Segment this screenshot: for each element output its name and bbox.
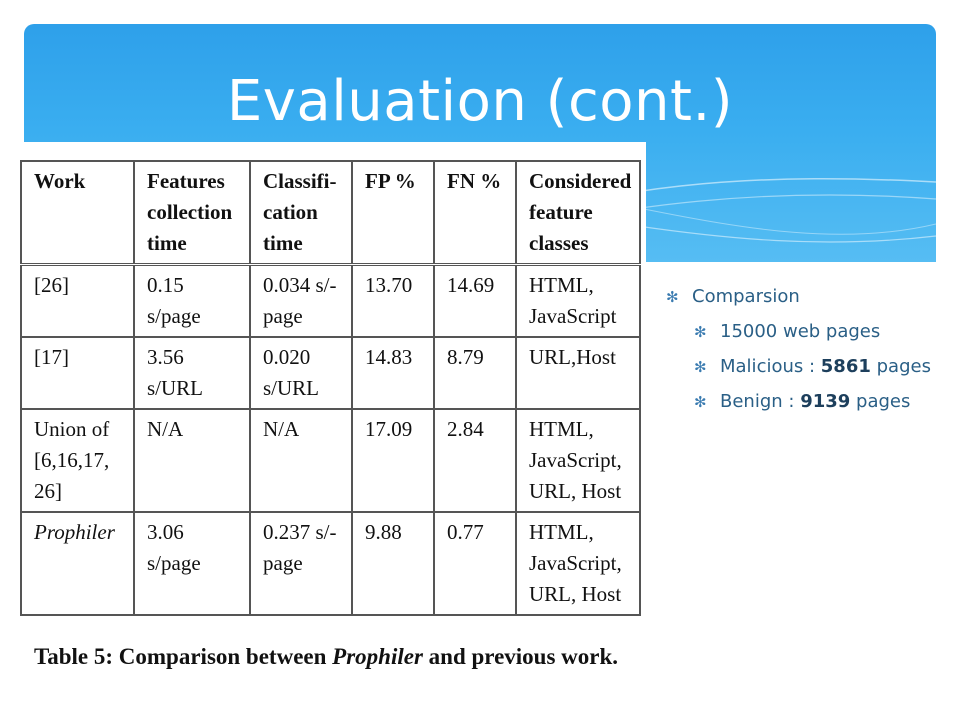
cell-fp: 14.83 [351,336,435,410]
star-bullet-icon: ✻ [694,358,707,376]
cell-fn: 2.84 [433,408,517,513]
cell-work: [26] [20,263,135,338]
table-row: [17] 3.56 s/URL 0.020 s/URL 14.83 8.79 URL… [20,336,641,410]
bullet-web-pages: ✻ 15000 web pages [666,319,931,354]
table-header-row: Work Features collection time Classifi-cat… [20,160,641,266]
cell-features: 0.15 s/page [133,263,251,338]
bullet-label: Malicious : [720,356,821,377]
cell-classification: 0.020 s/URL [249,336,353,410]
header-fn: FN % [433,160,517,266]
header-features-time: Features collection time [133,160,251,266]
cell-classes: HTML, JavaScript [515,263,641,338]
cell-fn: 0.77 [433,511,517,616]
header-feature-classes: Considered feature classes [515,160,641,266]
cell-features: N/A [133,408,251,513]
table-row: [26] 0.15 s/page 0.034 s/- page 13.70 14.6… [20,263,641,338]
cell-work: [17] [20,336,135,410]
star-bullet-icon: ✻ [694,393,707,411]
cell-fp: 13.70 [351,263,435,338]
bullet-list: ✻ Comparsion ✻ 15000 web pages ✻ Malicio… [666,284,931,424]
cell-classification: N/A [249,408,353,513]
cell-work: Prophiler [20,511,135,616]
bullet-malicious: ✻ Malicious : 5861 pages [666,354,931,389]
cell-fn: 8.79 [433,336,517,410]
table-row: Union of [6,16,17, 26] N/A N/A 17.09 2.84 … [20,408,641,513]
cell-classes: HTML, JavaScript, URL, Host [515,511,641,616]
bullet-label: 15000 web pages [720,321,881,342]
cell-classes: HTML, JavaScript, URL, Host [515,408,641,513]
cell-fp: 9.88 [351,511,435,616]
header-work: Work [20,160,135,266]
bullet-suffix: pages [870,356,931,377]
bullet-label: Comparsion [692,286,800,307]
comparison-table: Work Features collection time Classifi-cat… [20,160,641,616]
header-fp: FP % [351,160,435,266]
table-row: Prophiler 3.06 s/page 0.237 s/- page 9.88 … [20,511,641,616]
cell-classification: 0.237 s/- page [249,511,353,616]
cell-features: 3.56 s/URL [133,336,251,410]
cell-classification: 0.034 s/- page [249,263,353,338]
malicious-count: 5861 [820,356,871,377]
bullet-suffix: pages [850,391,911,412]
star-bullet-icon: ✻ [694,323,707,341]
cell-fp: 17.09 [351,408,435,513]
bullet-label: Benign : [720,391,801,412]
bullet-comparison: ✻ Comparsion [666,284,931,319]
cell-fn: 14.69 [433,263,517,338]
cell-work: Union of [6,16,17, 26] [20,408,135,513]
star-bullet-icon: ✻ [666,288,679,306]
benign-count: 9139 [800,391,851,412]
slide-title: Evaluation (cont.) [226,69,734,134]
header-classification-time: Classifi-cation time [249,160,353,266]
bullet-benign: ✻ Benign : 9139 pages [666,389,931,424]
cell-features: 3.06 s/page [133,511,251,616]
cell-classes: URL,Host [515,336,641,410]
table-caption: Table 5: Comparison between Prophiler an… [34,644,619,669]
